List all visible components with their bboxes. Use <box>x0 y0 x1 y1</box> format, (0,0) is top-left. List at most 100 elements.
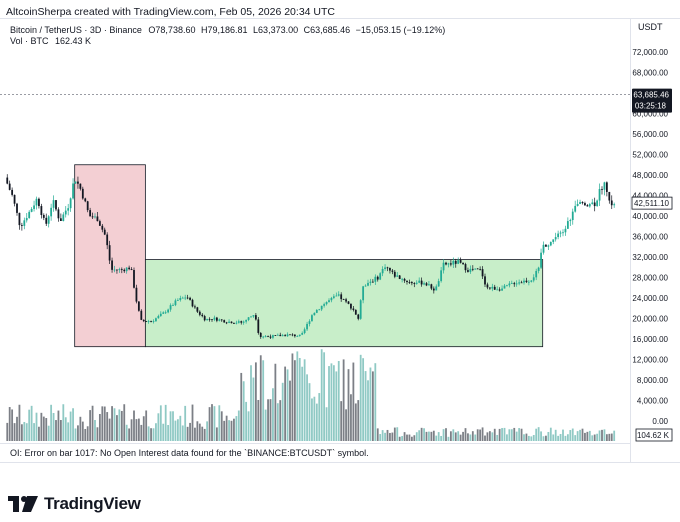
candle-body <box>284 335 287 337</box>
volume-bar <box>440 435 443 441</box>
candle-body <box>386 267 389 269</box>
volume-bar <box>196 421 199 441</box>
candle-body <box>457 260 460 264</box>
symbol-legend[interactable]: Bitcoin / TetherUS · 3D · Binance O78,73… <box>10 25 445 35</box>
volume-bar <box>301 366 304 441</box>
candle-body <box>172 305 174 306</box>
candle-body <box>476 268 479 270</box>
candle-body <box>379 273 382 280</box>
volume-bar <box>291 353 294 441</box>
candle-body <box>155 318 157 322</box>
volume-bar <box>89 410 92 441</box>
candle-body <box>298 334 301 337</box>
volume-bar <box>242 381 245 441</box>
candle-body <box>103 229 106 235</box>
volume-bar <box>518 428 521 441</box>
volume-bar <box>167 425 170 441</box>
candle-body <box>340 294 343 300</box>
volume-bar <box>20 424 23 441</box>
candle-body <box>481 269 484 277</box>
candle-body <box>586 205 589 207</box>
volume-bar <box>120 410 123 441</box>
volume-bar <box>601 429 603 441</box>
candle-body <box>452 260 455 265</box>
volume-bar <box>506 434 508 441</box>
volume-bar <box>225 415 228 441</box>
candle-body <box>562 232 564 234</box>
volume-bar <box>289 380 291 441</box>
candle-body <box>425 283 428 286</box>
volume-bar <box>469 434 472 441</box>
volume-bar <box>584 432 586 441</box>
candle-body <box>471 268 474 270</box>
volume-bar <box>559 434 562 441</box>
volume-bar <box>420 427 423 441</box>
volume-bar <box>67 422 70 441</box>
volume-bar <box>479 429 482 441</box>
candle-body <box>540 252 542 268</box>
candle-body <box>498 289 501 291</box>
candle-body <box>328 300 330 303</box>
volume-bar <box>133 410 135 441</box>
volume-bar <box>371 371 374 441</box>
candle-body <box>23 220 26 226</box>
volume-bar <box>442 429 445 441</box>
volume-bar <box>284 366 287 441</box>
candle-body <box>432 288 435 291</box>
volume-bar <box>72 408 74 441</box>
candle-body <box>98 221 101 226</box>
volume-bar <box>262 360 265 441</box>
candle-body <box>557 233 560 238</box>
candle-body <box>169 305 172 310</box>
candle-body <box>552 239 555 242</box>
volume-bar <box>535 428 538 441</box>
volume-bar <box>172 411 174 441</box>
volume-bar <box>493 428 496 441</box>
volume-legend[interactable]: Vol · BTC 162.43 K <box>10 36 91 46</box>
volume-bar <box>86 426 89 441</box>
volume-bar <box>564 435 567 441</box>
candle-body <box>503 285 506 289</box>
volume-bar <box>184 405 187 441</box>
candle-body <box>89 210 92 217</box>
volume-bar <box>435 435 438 441</box>
volume-bar <box>603 429 606 441</box>
candle-body <box>525 280 528 283</box>
candle-body <box>50 207 53 217</box>
candle-body <box>108 245 111 261</box>
volume-bar <box>164 404 167 441</box>
candle-body <box>101 225 104 230</box>
candle-body <box>123 269 126 272</box>
volume-bar <box>201 426 204 441</box>
volume-bar <box>106 412 109 441</box>
candle-body <box>179 298 182 301</box>
candle-body <box>203 316 206 321</box>
volume-bar <box>45 418 48 441</box>
candle-body <box>569 220 572 222</box>
price-tick-label: 12,000.00 <box>632 356 668 365</box>
candle-body <box>286 334 289 337</box>
candle-body <box>240 321 243 323</box>
candle-body <box>69 198 72 209</box>
volume-bar <box>330 363 333 441</box>
candle-body <box>359 300 362 319</box>
volume-bar <box>537 427 540 441</box>
tradingview-logo[interactable]: TradingView <box>8 494 141 514</box>
volume-bar <box>108 418 111 441</box>
candle-body <box>47 216 50 224</box>
volume-bar <box>250 365 252 441</box>
candle-body <box>501 288 503 291</box>
candle-body <box>267 336 269 338</box>
volume-bar <box>91 405 94 441</box>
candle-body <box>18 212 21 226</box>
volume-bar <box>150 428 152 441</box>
volume-bar <box>69 411 72 441</box>
candle-body <box>581 202 584 204</box>
volume-bar <box>545 435 547 441</box>
volume-bar <box>574 435 577 441</box>
candle-body <box>506 285 508 287</box>
volume-bar <box>264 409 267 441</box>
volume-bar <box>269 399 272 441</box>
candle-body <box>38 198 40 207</box>
